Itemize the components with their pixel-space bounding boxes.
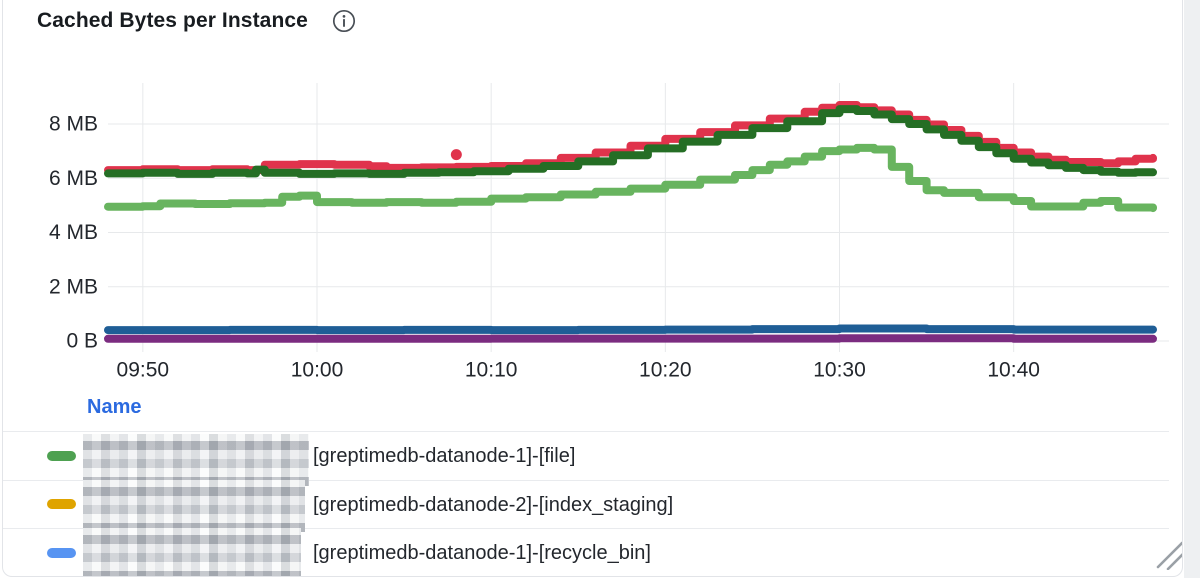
series-line-blue-series [104,324,1157,335]
redacted-instance-text [83,479,305,532]
legend-column-header-name[interactable]: Name [87,396,142,418]
series-color-marker [47,450,76,461]
y-tick-label: 4 MB [49,221,98,244]
series-line-purple-series [104,334,1157,343]
legend-table: [greptimedb-datanode-1]-[file] [greptime… [3,431,1169,576]
legend-row[interactable]: [greptimedb-datanode-1]-[recycle_bin] [3,528,1169,576]
series-label: [greptimedb-datanode-2]-[index_staging] [313,493,674,516]
page-gutter [1184,0,1200,578]
panel-resize-handle[interactable] [1155,540,1182,571]
series-color-marker [47,499,76,510]
y-tick-label: 8 MB [49,113,98,136]
redacted-instance-text [83,434,309,486]
series-line-dark-green-series [104,105,1157,178]
series-color-marker [47,547,76,558]
panel-title: Cached Bytes per Instance [37,9,308,32]
info-icon[interactable] [332,9,356,33]
x-tick-label: 10:40 [987,359,1040,382]
legend-row[interactable]: [greptimedb-datanode-2]-[index_staging] [3,479,1169,532]
series-line-red-series [104,101,1157,175]
legend-row[interactable]: [greptimedb-datanode-1]-[file] [3,431,1169,486]
outlier-point-red-series [450,149,462,161]
x-tick-label: 10:10 [465,359,518,382]
x-tick-label: 10:20 [639,359,692,382]
y-tick-label: 0 B [66,330,98,353]
series-label: [greptimedb-datanode-1]-[recycle_bin] [313,542,651,564]
y-tick-label: 6 MB [49,167,98,190]
x-tick-label: 09:50 [117,359,170,382]
redacted-instance-text [83,528,301,576]
y-tick-label: 2 MB [49,275,98,298]
panel-header: Cached Bytes per Instance [37,5,356,37]
series-label: [greptimedb-datanode-1]-[file] [313,445,576,467]
timeseries-chart[interactable]: 0 B 2 MB 4 MB 6 MB 8 MB 09:50 10:00 10:10 10:20 1… [3,60,1183,392]
series-line-light-green-series [104,143,1157,213]
x-tick-label: 10:00 [291,359,344,382]
x-tick-label: 10:30 [813,359,866,382]
